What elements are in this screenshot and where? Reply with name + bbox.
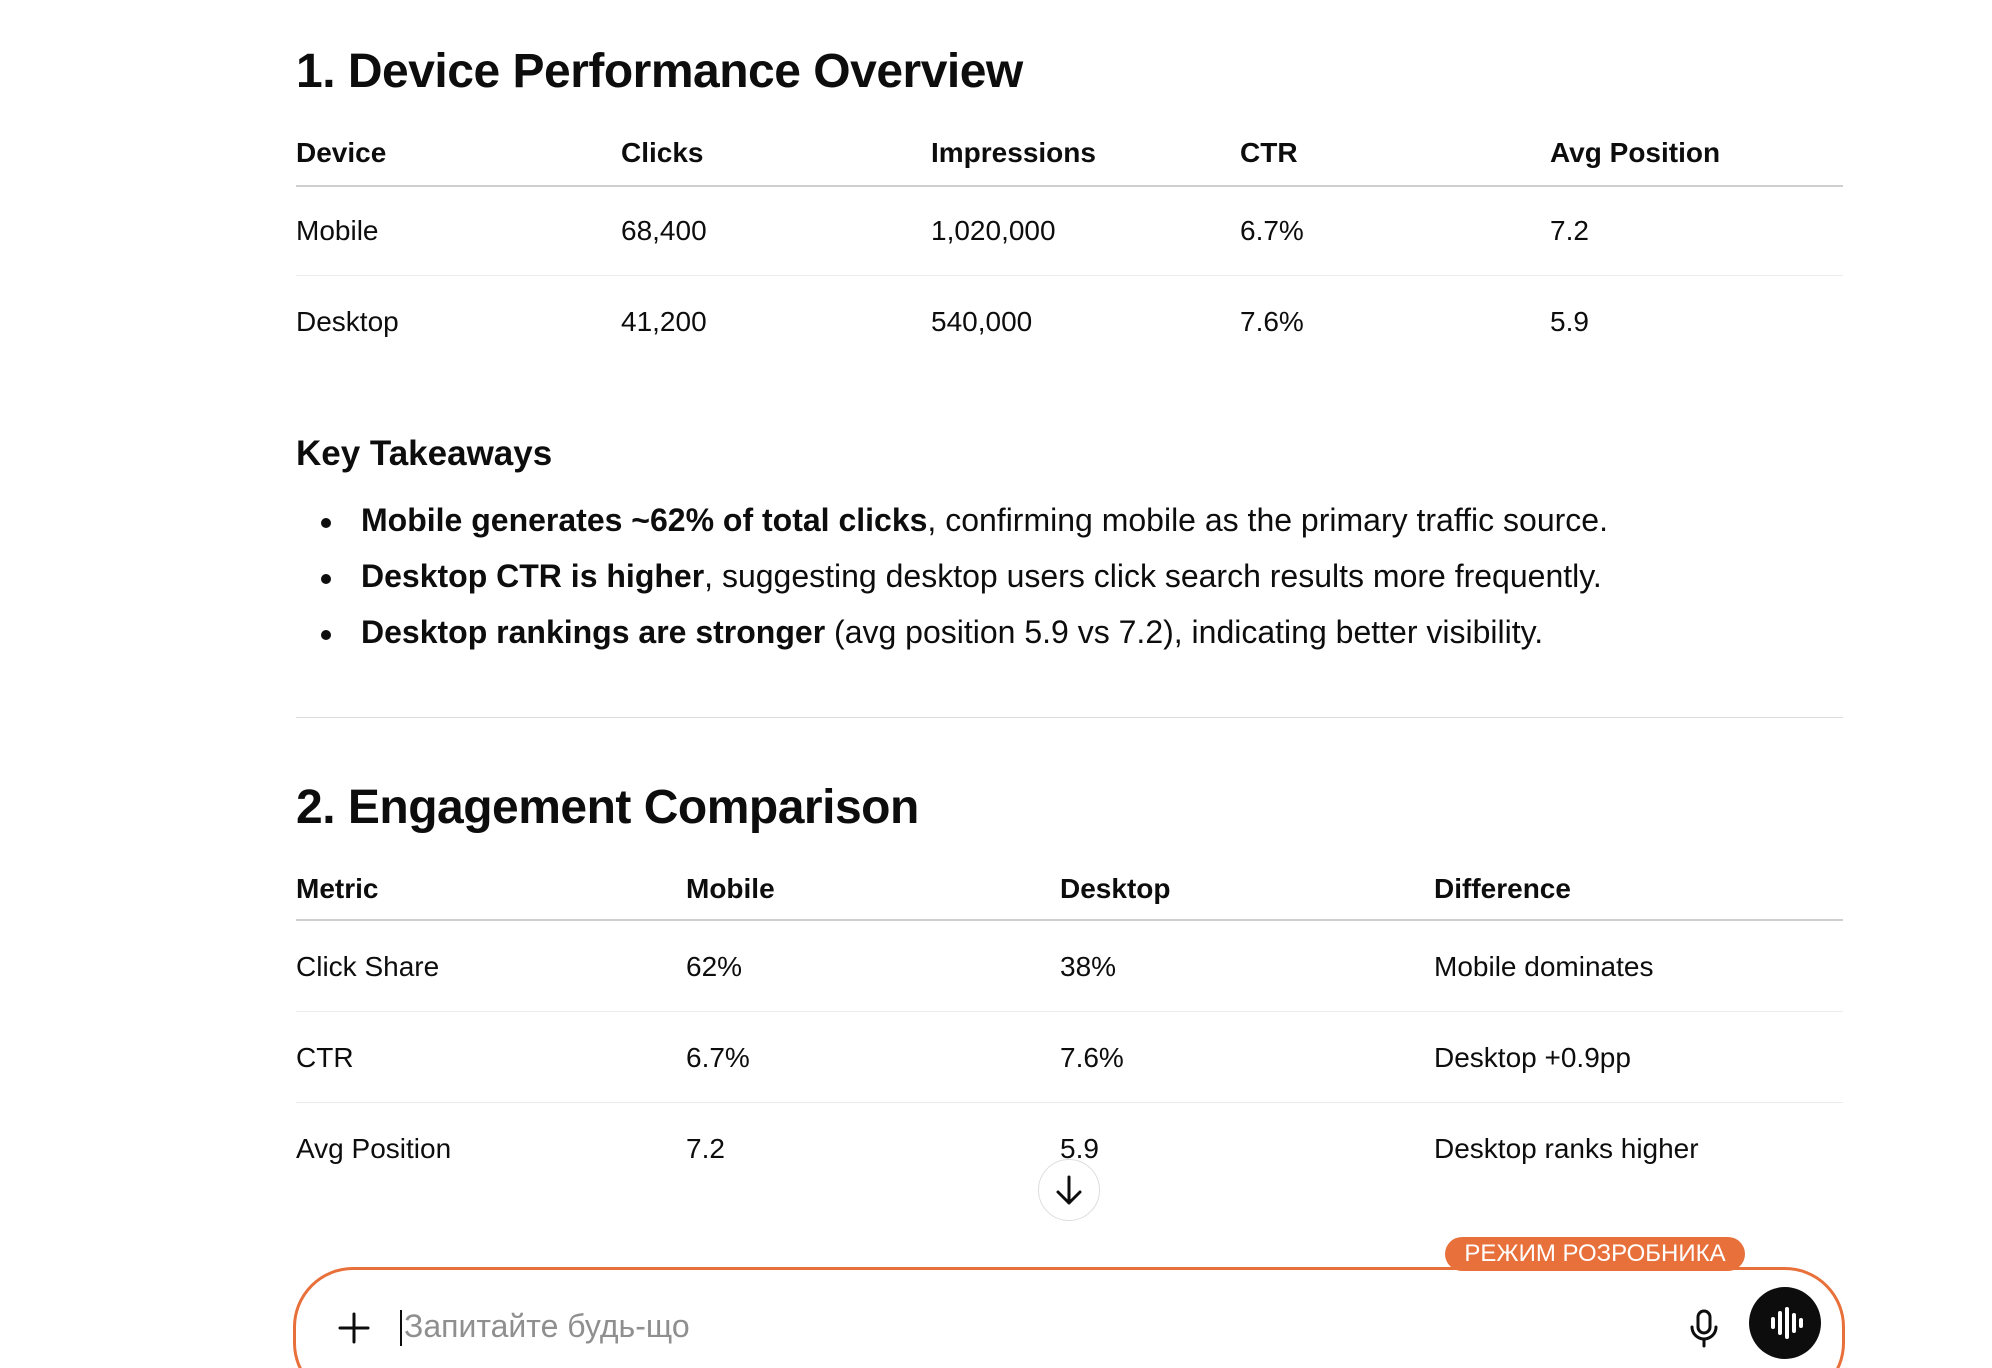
bullet xyxy=(321,574,331,584)
table-cell: Desktop ranks higher xyxy=(1434,1133,1699,1164)
table-row-rule xyxy=(296,1102,1843,1103)
takeaways-title: Key Takeaways xyxy=(296,434,553,473)
scroll-down-button[interactable] xyxy=(1038,1159,1100,1221)
voice-button[interactable] xyxy=(1749,1287,1821,1359)
composer-input[interactable]: Запитайте будь-що xyxy=(404,1308,690,1344)
takeaway-text: , suggesting desktop users click search … xyxy=(704,558,1602,594)
table-header-cell: Mobile xyxy=(686,873,775,904)
table-cell: 7.2 xyxy=(1550,215,1589,246)
plus-button[interactable] xyxy=(334,1308,374,1348)
table-cell: 7.6% xyxy=(1060,1042,1124,1073)
table-cell: 5.9 xyxy=(1060,1133,1099,1164)
table-header-cell: Difference xyxy=(1434,873,1571,904)
table-row-rule xyxy=(296,1011,1843,1012)
table-cell: Mobile xyxy=(296,215,379,246)
table-cell: 540,000 xyxy=(931,306,1033,337)
table-header-cell: Desktop xyxy=(1060,873,1171,904)
table-cell: 6.7% xyxy=(686,1042,750,1073)
voice-icon xyxy=(1771,1307,1803,1339)
table-header-cell: CTR xyxy=(1240,137,1298,168)
table-cell: 6.7% xyxy=(1240,215,1304,246)
mic-button[interactable] xyxy=(1686,1308,1722,1348)
section-title: 1. Device Performance Overview xyxy=(296,45,1023,98)
table-cell: Click Share xyxy=(296,951,440,982)
table-row-rule xyxy=(296,275,1843,276)
table-header-cell: Impressions xyxy=(931,137,1096,168)
table-cell: Desktop xyxy=(296,306,399,337)
table-cell: CTR xyxy=(296,1042,354,1073)
table-cell: Desktop +0.9pp xyxy=(1434,1042,1631,1073)
table-cell: 1,020,000 xyxy=(931,215,1056,246)
section-title: 2. Engagement Comparison xyxy=(296,781,919,834)
takeaway-bold: Desktop rankings are stronger xyxy=(361,614,826,650)
table-header-cell: Clicks xyxy=(621,137,704,168)
takeaway-bold: Mobile generates ~62% of total clicks xyxy=(361,502,928,538)
table-cell: Avg Position xyxy=(296,1133,452,1164)
takeaway-item: Mobile generates ~62% of total clicks, c… xyxy=(361,502,1608,539)
table-header-rule xyxy=(296,185,1843,187)
table-header-cell: Metric xyxy=(296,873,379,904)
takeaway-text: (avg position 5.9 vs 7.2), indicating be… xyxy=(825,614,1544,650)
table-cell: 38% xyxy=(1060,951,1117,982)
table-cell: 41,200 xyxy=(621,306,707,337)
takeaway-item: Desktop rankings are stronger (avg posit… xyxy=(361,614,1543,651)
table-cell: Mobile dominates xyxy=(1434,951,1654,982)
table-cell: 62% xyxy=(686,951,743,982)
table-cell: 5.9 xyxy=(1550,306,1589,337)
table-header-cell: Avg Position xyxy=(1550,137,1721,168)
bullet xyxy=(321,630,331,640)
table-cell: 7.6% xyxy=(1240,306,1304,337)
caret xyxy=(400,1310,402,1346)
takeaway-bold: Desktop CTR is higher xyxy=(361,558,705,594)
table-cell: 7.2 xyxy=(686,1133,725,1164)
composer[interactable]: Запитайте будь-що xyxy=(293,1267,1845,1368)
bullet xyxy=(321,518,331,528)
table-header-cell: Device xyxy=(296,137,387,168)
dev-mode-badge: РЕЖИМ РОЗРОБНИКА xyxy=(1445,1237,1745,1271)
divider xyxy=(296,717,1843,718)
arrow-down-icon xyxy=(1056,1175,1082,1205)
table-cell: 68,400 xyxy=(621,215,707,246)
takeaway-text: , confirming mobile as the primary traff… xyxy=(927,502,1608,538)
table-header-rule xyxy=(296,919,1843,921)
takeaway-item: Desktop CTR is higher, suggesting deskto… xyxy=(361,558,1602,595)
